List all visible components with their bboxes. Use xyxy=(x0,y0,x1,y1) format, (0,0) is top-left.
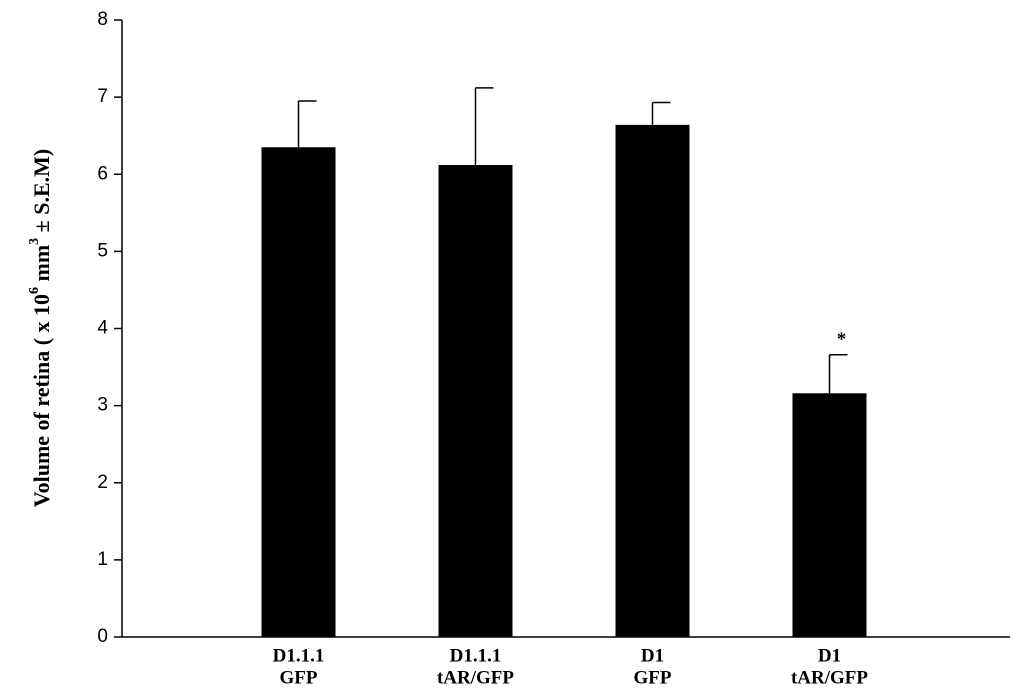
y-label-part: ± S.E.M) xyxy=(29,149,54,238)
x-tick-label: GFP xyxy=(280,667,318,688)
y-tick-label: 5 xyxy=(97,240,108,261)
y-tick-label: 3 xyxy=(97,395,108,416)
y-tick-label: 4 xyxy=(97,318,108,339)
y-tick-label: 1 xyxy=(97,549,108,570)
x-tick-label: GFP xyxy=(634,667,672,688)
bar xyxy=(615,124,690,637)
y-label-part: Volume of retina ( x 10 xyxy=(29,294,54,507)
x-tick-label: tAR/GFP xyxy=(791,667,868,688)
x-tick-label: D1 xyxy=(818,645,841,666)
bar xyxy=(792,393,867,637)
y-axis-label: Volume of retina ( x 106 mm3 ± S.E.M) xyxy=(27,149,54,508)
y-label-superscript: 3 xyxy=(27,238,42,245)
x-tick-label: tAR/GFP xyxy=(437,667,514,688)
x-tick-label: D1 xyxy=(641,645,664,666)
y-tick-label: 0 xyxy=(97,626,108,647)
y-label-part: mm xyxy=(29,245,54,287)
y-tick-label: 6 xyxy=(97,163,108,184)
annotation: * xyxy=(837,329,847,350)
bar xyxy=(261,147,336,637)
y-label-superscript: 6 xyxy=(27,287,42,294)
bar xyxy=(438,164,513,637)
y-tick-label: 7 xyxy=(97,86,108,107)
y-tick-label: 8 xyxy=(97,9,108,30)
y-tick-label: 2 xyxy=(97,472,108,493)
x-tick-label: D1.1.1 xyxy=(273,645,325,666)
x-tick-label: D1.1.1 xyxy=(450,645,502,666)
